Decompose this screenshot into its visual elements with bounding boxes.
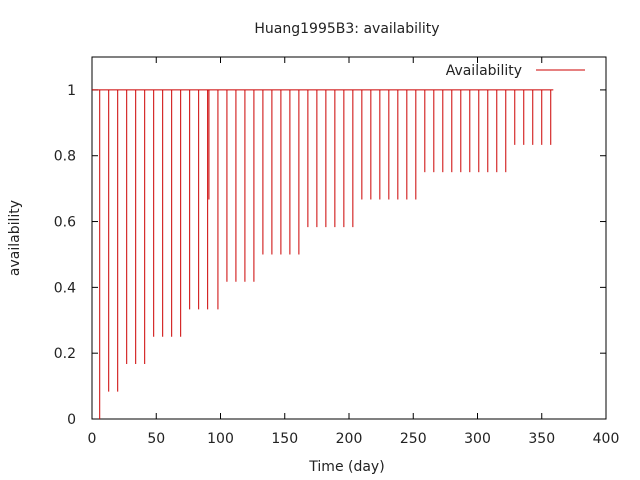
x-tick-label: 250 (400, 431, 427, 447)
plot-frame (91, 56, 607, 420)
y-tick-label: 0.2 (54, 346, 76, 362)
x-tick-label: 150 (271, 431, 298, 447)
x-tick-label: 300 (464, 431, 491, 447)
legend: Availability (446, 63, 585, 79)
availability-series (92, 89, 554, 419)
chart-title: Huang1995B3: availability (254, 21, 439, 37)
y-tick-label: 0.4 (54, 280, 76, 296)
y-axis-label: availability (7, 200, 23, 276)
x-tick-label: 50 (147, 431, 165, 447)
x-tick-label: 200 (336, 431, 363, 447)
legend-label: Availability (446, 63, 522, 79)
y-tick-label: 0.6 (54, 215, 76, 231)
y-tick-label: 0.8 (54, 149, 76, 165)
x-axis-label: Time (day) (308, 459, 384, 475)
x-tick-label: 0 (88, 431, 97, 447)
x-tick-label: 100 (207, 431, 234, 447)
x-tick-label: 350 (528, 431, 555, 447)
x-tick-label: 400 (593, 431, 620, 447)
axis-ticks: 0 50 100 150 200 250 300 350 400 0 0.2 0.4 0.6 0.8 1 (54, 57, 620, 447)
y-tick-label: 0 (67, 412, 76, 428)
y-tick-label: 1 (67, 83, 76, 99)
